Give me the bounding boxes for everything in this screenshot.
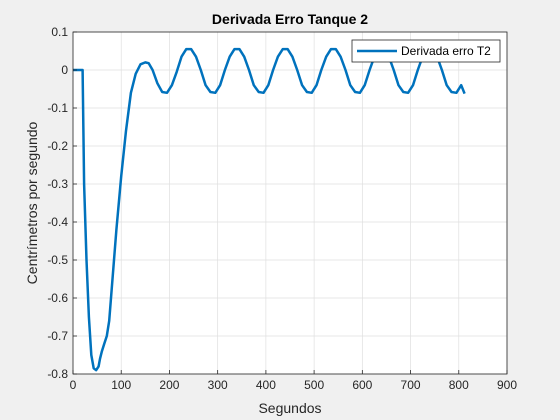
x-tick-label: 400	[256, 378, 276, 392]
y-tick-label: 0.1	[51, 25, 68, 39]
y-tick-label: -0.1	[47, 101, 68, 115]
x-tick-label: 800	[449, 378, 469, 392]
plot-frame	[72, 31, 508, 375]
x-axis-label: Segundos	[258, 400, 321, 416]
x-tick-label: 700	[401, 378, 421, 392]
series-layer	[73, 47, 466, 372]
y-tick-label: -0.7	[47, 329, 68, 343]
y-tick-label: -0.5	[47, 253, 68, 267]
x-tick-label: 600	[352, 378, 372, 392]
y-tick-label: -0.4	[47, 215, 68, 229]
x-tick-label: 900	[497, 378, 517, 392]
chart-title: Derivada Erro Tanque 2	[212, 11, 368, 27]
series-line	[73, 47, 466, 372]
y-tick-label: -0.3	[47, 177, 68, 191]
y-tick-label: -0.2	[47, 139, 68, 153]
legend: Derivada erro T2	[351, 39, 501, 63]
y-tick-label: -0.8	[47, 367, 68, 381]
x-tick-label: 500	[304, 378, 324, 392]
y-tick-label: -0.6	[47, 291, 68, 305]
y-axis-label: Centrímetros por segundo	[24, 121, 40, 284]
x-tick-label: 100	[111, 378, 131, 392]
y-tick-label: 0	[61, 63, 68, 77]
x-tick-label: 300	[208, 378, 228, 392]
x-tick-label: 0	[70, 378, 77, 392]
legend-box	[351, 39, 501, 63]
ticks: 0 100 200 300 400 500 600 700 800 900 0.1 0 -0.1 -0.2…	[47, 25, 517, 392]
legend-label: Derivada erro T2	[401, 44, 491, 58]
plot-area	[73, 32, 507, 374]
x-tick-label: 200	[159, 378, 179, 392]
